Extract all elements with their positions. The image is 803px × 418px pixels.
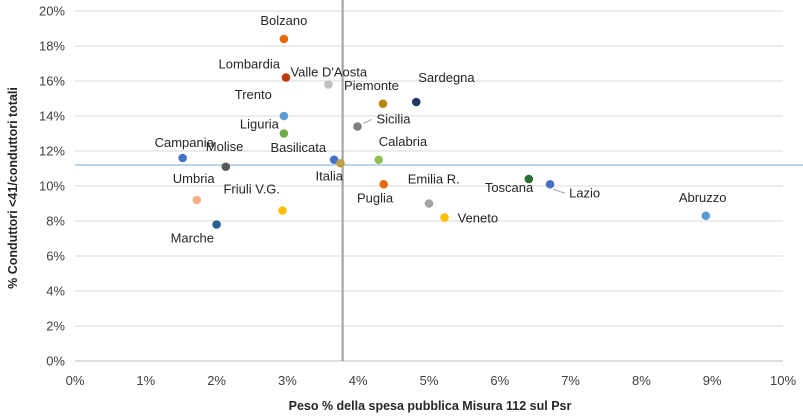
y-tick-label: 18% [39,39,65,54]
data-point [379,179,388,189]
point-label: Umbria [173,171,216,186]
leader-lines [363,119,566,194]
data-point [329,155,339,165]
x-tick-label: 5% [420,373,439,388]
point-label: Emilia R. [408,171,460,186]
reference-lines [75,0,803,361]
point-label: Lombardia [219,57,281,72]
y-tick-label: 14% [39,109,65,124]
point-label: Lazio [569,185,600,200]
data-point [545,179,555,189]
data-point [281,73,291,82]
point-label: Sicilia [376,112,411,127]
data-point [424,199,434,208]
x-tick-label: 7% [561,373,580,388]
y-tick-label: 2% [46,319,65,334]
data-point [374,155,384,165]
point-label: Sardegna [418,70,475,85]
x-tick-label: 4% [349,373,368,388]
x-tick-label: 1% [136,373,155,388]
point-label: Campania [155,135,215,150]
data-point [178,153,187,163]
point-label: Valle D'Aosta [290,65,367,80]
data-point [279,111,289,121]
point-label: Veneto [458,211,499,226]
x-tick-label: 2% [207,373,226,388]
data-point [378,99,388,109]
x-tick-label: 6% [490,373,509,388]
data-point [440,213,449,222]
y-tick-label: 6% [46,249,65,264]
point-label: Abruzzo [679,190,727,205]
x-tick-label: 0% [66,373,85,388]
x-tick-label: 10% [770,373,796,388]
y-tick-label: 8% [46,214,65,229]
point-label: Liguria [240,117,280,132]
data-point [701,211,711,221]
data-point [353,122,362,131]
data-point [279,34,289,44]
data-point [192,195,202,205]
data-point [221,162,231,172]
data-point [278,206,287,215]
x-tick-label: 3% [278,373,297,388]
point-label: Puglia [357,191,394,206]
point-label: Piemonte [344,78,399,93]
point-label: Trento [235,87,272,102]
y-tick-label: 0% [46,354,65,369]
leader-line [363,119,372,124]
data-point [324,80,333,89]
leader-line [552,188,566,194]
axis-layer: 0% 2% 4% 6% 8% 10% 12% 14% 16% 18% 20% 0% 1% 2% 3% 4% 5%… [39,4,796,389]
point-label: Calabria [379,134,428,149]
y-tick-label: 4% [46,284,65,299]
data-point [279,129,289,138]
y-tick-label: 10% [39,179,65,194]
point-label: Friuli V.G. [223,182,280,197]
point-label: Bolzano [260,13,307,28]
x-tick-label: 9% [703,373,722,388]
point-label: Toscana [485,180,534,195]
data-point [212,220,221,229]
x-axis-title: Peso % della spesa pubblica Misura 112 s… [289,399,572,413]
y-tick-label: 20% [39,4,65,19]
y-tick-label: 12% [39,144,65,159]
data-point [336,158,345,168]
y-tick-label: 16% [39,74,65,89]
x-tick-label: 8% [632,373,651,388]
point-label: Basilicata [270,140,326,155]
y-axis-title: % Conduttori <41/conduttori totali [6,87,20,289]
point-label: Marche [171,231,214,246]
data-point [524,174,534,184]
data-points [178,34,711,229]
point-labels: Bolzano Lombardia Valle D'Aosta Trento Piemo… [155,13,727,246]
point-label: Molise [206,139,244,154]
point-label: Italia [316,168,344,183]
grid-layer [75,10,783,362]
data-point [411,97,421,107]
